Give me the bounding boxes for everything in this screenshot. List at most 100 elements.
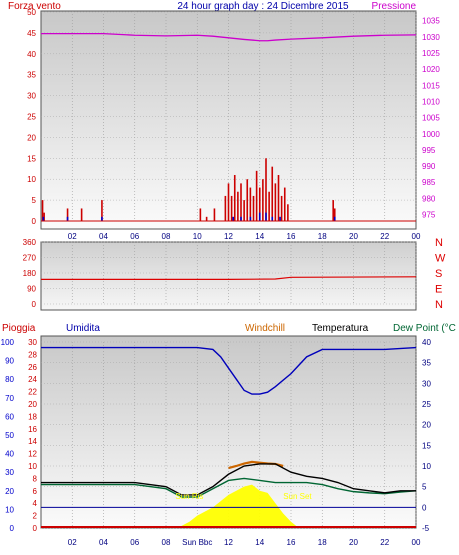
rain-baseline bbox=[41, 526, 416, 528]
legend-windchill: Windchill bbox=[245, 323, 285, 334]
pressure-y-tick-label: 1000 bbox=[422, 130, 440, 139]
bottom-x-tick-label: 06 bbox=[130, 538, 139, 547]
wind-gust-bar bbox=[240, 183, 242, 221]
wind-gust-bar bbox=[280, 195, 283, 221]
wind-y-tick-label: 5 bbox=[32, 196, 37, 205]
pressure-y-tick-label: 980 bbox=[422, 194, 436, 203]
wind-average-bar bbox=[265, 212, 267, 221]
temperature-y-tick-label: 10 bbox=[422, 462, 431, 471]
pressure-y-tick-label: 1020 bbox=[422, 65, 440, 74]
wind-gust-bar bbox=[243, 200, 245, 221]
temperature-y-tick-label: 30 bbox=[422, 379, 431, 388]
temperature-line bbox=[41, 463, 416, 496]
humidity-y-tick-label: 10 bbox=[5, 505, 14, 514]
top-x-tick-label: 06 bbox=[130, 232, 139, 241]
direction-compass-label: W bbox=[435, 253, 446, 265]
rain-y-tick-label: 12 bbox=[28, 450, 37, 459]
pressure-y-tick-label: 1015 bbox=[422, 81, 440, 90]
humidity-y-tick-label: 0 bbox=[10, 524, 15, 533]
wind-gust-bar bbox=[80, 208, 83, 221]
legend-rain: Pioggia bbox=[2, 323, 36, 334]
wind-y-tick-label: 30 bbox=[27, 92, 36, 101]
humidity-y-tick-label: 60 bbox=[5, 412, 14, 421]
wind-y-tick-label: 35 bbox=[27, 71, 36, 80]
top-x-tick-label: 22 bbox=[380, 232, 389, 241]
wind-gust-bar bbox=[237, 191, 239, 221]
wind-gust-bar bbox=[41, 200, 44, 221]
pressure-y-tick-label: 975 bbox=[422, 211, 436, 220]
pressure-y-tick-label: 990 bbox=[422, 162, 436, 171]
sunrise-annotation: Sun Ris bbox=[175, 492, 203, 501]
humidity-y-tick-label: 80 bbox=[5, 375, 14, 384]
lines-layer bbox=[41, 32, 417, 508]
rain-y-tick-label: 28 bbox=[28, 350, 37, 359]
wind-gust-bar bbox=[271, 166, 274, 221]
top-x-tick-label: 00 bbox=[412, 232, 421, 241]
top-x-tick-label: 02 bbox=[68, 232, 77, 241]
temperature-y-tick-label: 5 bbox=[422, 483, 427, 492]
pressure-y-tick-label: 1025 bbox=[422, 49, 440, 58]
temperature-y-tick-label: 0 bbox=[422, 503, 427, 512]
direction-y-tick-label: 180 bbox=[23, 269, 37, 278]
wind-average-bar bbox=[249, 216, 252, 221]
temperature-y-tick-label: 20 bbox=[422, 421, 431, 430]
direction-compass-label: N bbox=[435, 237, 443, 249]
bottom-x-tick-label: Sun Bbc bbox=[182, 538, 212, 547]
direction-y-tick-label: 360 bbox=[23, 238, 37, 247]
fill-layer bbox=[173, 484, 299, 528]
pressure-y-tick-label: 995 bbox=[422, 146, 436, 155]
wind-y-tick-label: 15 bbox=[27, 154, 36, 163]
humidity-y-tick-label: 30 bbox=[5, 468, 14, 477]
pressure-y-tick-label: 1035 bbox=[422, 17, 440, 26]
pressure-y-tick-label: 1030 bbox=[422, 33, 440, 42]
bottom-x-tick-label: 20 bbox=[349, 538, 358, 547]
bottom-x-tick-label: 22 bbox=[380, 538, 389, 547]
bottom-x-tick-label: 18 bbox=[318, 538, 327, 547]
bottom-x-tick-label: 04 bbox=[99, 538, 108, 547]
pressure-y-tick-label: 1005 bbox=[422, 114, 440, 123]
pressure-y-tick-label: 1010 bbox=[422, 97, 440, 106]
rain-y-tick-label: 6 bbox=[33, 487, 38, 496]
humidity-y-tick-label: 40 bbox=[5, 450, 14, 459]
rain-y-tick-label: 30 bbox=[28, 338, 37, 347]
wind-average-bar bbox=[101, 216, 103, 221]
bottom-x-tick-label: 00 bbox=[412, 538, 421, 547]
wind-direction-line bbox=[41, 276, 417, 280]
top-x-tick-label: 16 bbox=[287, 232, 296, 241]
wind-gust-bar bbox=[333, 208, 336, 221]
bottom-x-tick-label: 08 bbox=[162, 538, 171, 547]
wind-y-tick-label: 10 bbox=[27, 175, 36, 184]
humidity-line bbox=[41, 346, 417, 395]
top-x-tick-label: 08 bbox=[162, 232, 171, 241]
temperature-y-tick-label: -5 bbox=[422, 524, 430, 533]
header-left: Forza vento bbox=[8, 1, 61, 12]
wind-gust-bar bbox=[227, 183, 230, 221]
wind-gust-bar bbox=[249, 187, 252, 221]
wind-gust-bar bbox=[252, 195, 255, 221]
wind-gust-bar bbox=[283, 187, 286, 221]
bottom-x-tick-label: 12 bbox=[224, 538, 233, 547]
rain-y-tick-label: 4 bbox=[33, 499, 38, 508]
direction-y-tick-label: 90 bbox=[27, 285, 36, 294]
wind-gust-bar bbox=[205, 216, 208, 221]
wind-y-tick-label: 40 bbox=[27, 50, 36, 59]
rain-y-tick-label: 14 bbox=[28, 437, 37, 446]
wind-gust-bar bbox=[255, 170, 258, 221]
sunset-annotation: Sun Set bbox=[283, 492, 312, 501]
wind-gust-bar bbox=[246, 179, 249, 221]
wind-average-bar bbox=[258, 212, 261, 221]
top-x-tick-label: 18 bbox=[318, 232, 327, 241]
wind-gust-bar bbox=[262, 179, 264, 221]
rain-y-tick-label: 18 bbox=[28, 412, 37, 421]
top-x-tick-label: 04 bbox=[99, 232, 108, 241]
temperature-y-tick-label: 15 bbox=[422, 441, 431, 450]
temperature-y-tick-label: 25 bbox=[422, 400, 431, 409]
wind-average-bar bbox=[333, 216, 336, 221]
top-x-tick-label: 20 bbox=[349, 232, 358, 241]
wind-gust-bar bbox=[199, 208, 202, 221]
top-x-tick-label: 10 bbox=[193, 232, 202, 241]
legend-dewpoint: Dew Point (°C bbox=[393, 323, 456, 334]
rain-y-tick-label: 26 bbox=[28, 363, 37, 372]
wind-gust-bar bbox=[101, 200, 103, 221]
